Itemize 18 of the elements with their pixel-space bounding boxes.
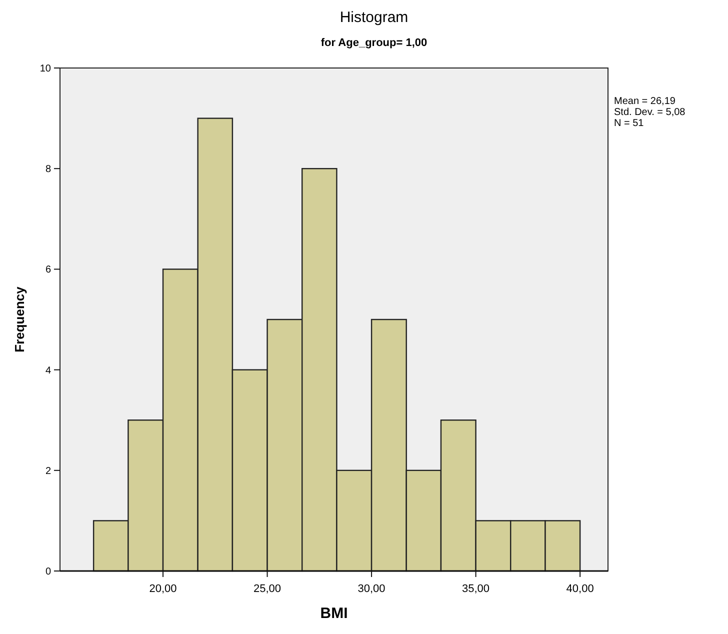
x-tick-label: 25,00 [254,583,282,595]
x-axis-title: BMI [320,605,348,622]
x-tick-label: 35,00 [462,583,490,595]
y-tick-label: 0 [45,566,52,578]
chart-subtitle: for Age_group= 1,00 [320,37,428,49]
x-tick-label: 20,00 [149,583,177,595]
x-tick-label: 40,00 [566,583,594,595]
y-tick-label: 10 [40,64,52,74]
y-tick-label: 8 [45,164,52,176]
y-tick-label: 4 [45,365,52,376]
text: N = 51 [614,118,644,129]
x-tick-label: 30,00 [358,583,386,595]
chart-title: Histogram [340,9,408,26]
y-axis-title: Frequency [12,286,27,352]
y-tick-label: 6 [45,264,52,276]
text: Mean = 26,19 [614,96,676,107]
text: Std. Dev. = 5,08 [614,107,686,118]
y-tick-label: 2 [45,466,52,477]
